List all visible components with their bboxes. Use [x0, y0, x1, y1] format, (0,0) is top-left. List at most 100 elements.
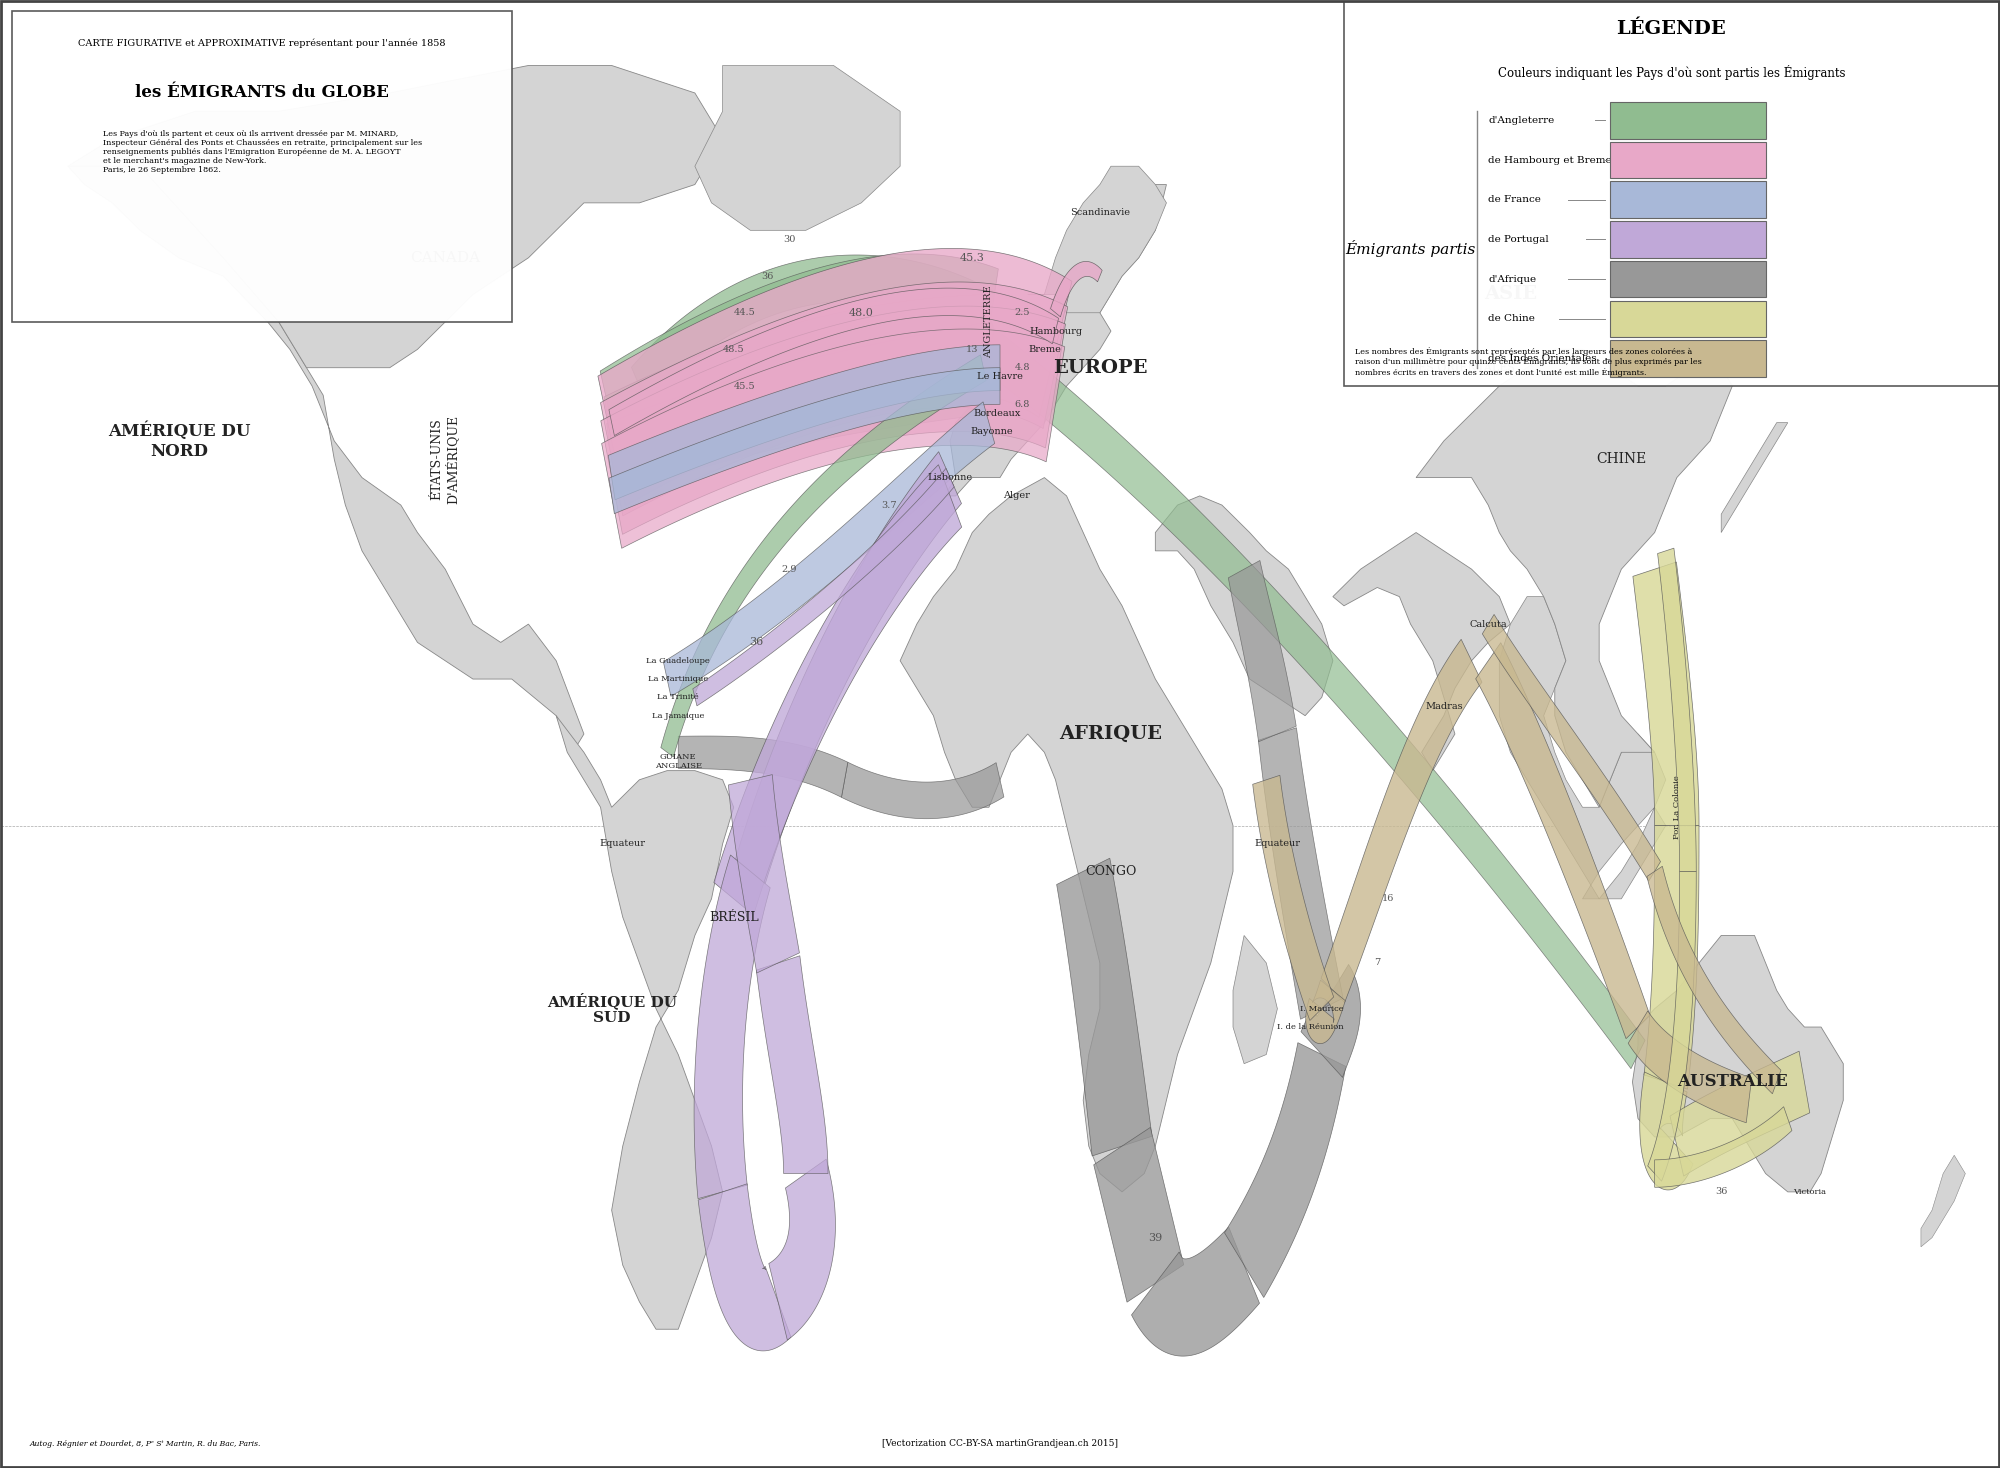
- Polygon shape: [1228, 561, 1296, 741]
- Polygon shape: [1500, 596, 1666, 898]
- Text: 36: 36: [760, 272, 774, 280]
- Polygon shape: [694, 854, 770, 1199]
- Polygon shape: [1920, 1155, 1966, 1246]
- Text: I. de la Réunion: I. de la Réunion: [1278, 1023, 1344, 1031]
- Text: Calcuta: Calcuta: [1470, 619, 1508, 628]
- Text: Lisbonne: Lisbonne: [928, 473, 972, 482]
- Polygon shape: [900, 477, 1234, 1192]
- Polygon shape: [1610, 103, 1766, 139]
- Text: BRÉSIL: BRÉSIL: [708, 910, 758, 923]
- Text: CHINE: CHINE: [1596, 452, 1646, 467]
- Polygon shape: [608, 367, 1000, 514]
- Polygon shape: [600, 282, 1068, 515]
- Polygon shape: [600, 307, 1066, 534]
- Polygon shape: [1056, 859, 1152, 1155]
- Text: des Indes Orientales: des Indes Orientales: [1488, 354, 1596, 363]
- Text: 45.3: 45.3: [960, 252, 984, 263]
- Text: Equateur: Equateur: [600, 840, 646, 849]
- Polygon shape: [12, 10, 512, 321]
- Polygon shape: [1252, 775, 1334, 1020]
- Text: Les nombres des Émigrants sont représentés par les largeurs des zones colorées à: Les nombres des Émigrants sont représent…: [1356, 346, 1702, 377]
- Polygon shape: [1416, 349, 1732, 807]
- Text: d'Afrique: d'Afrique: [1488, 275, 1536, 283]
- Polygon shape: [1722, 423, 1788, 533]
- Polygon shape: [68, 66, 722, 367]
- Text: CARTE FIGURATIVE et APPROXIMATIVE représentant pour l'année 1858: CARTE FIGURATIVE et APPROXIMATIVE représ…: [78, 38, 446, 47]
- Polygon shape: [1632, 562, 1700, 825]
- Text: Madras: Madras: [1426, 702, 1462, 711]
- Polygon shape: [1610, 261, 1766, 298]
- Polygon shape: [1132, 1227, 1260, 1356]
- Text: Bordeaux: Bordeaux: [974, 410, 1020, 418]
- Text: Autog. Régnier et Dourdet, 8, Pᵉ Sᵗ Martin, R. du Bac, Paris.: Autog. Régnier et Dourdet, 8, Pᵉ Sᵗ Mart…: [30, 1440, 260, 1449]
- Text: 30: 30: [782, 235, 796, 244]
- Text: de France: de France: [1488, 195, 1542, 204]
- Polygon shape: [1658, 548, 1696, 872]
- Polygon shape: [1094, 1127, 1184, 1302]
- Polygon shape: [660, 355, 986, 757]
- Polygon shape: [1234, 935, 1278, 1064]
- Polygon shape: [944, 321, 966, 349]
- Polygon shape: [608, 288, 1058, 436]
- Polygon shape: [1670, 1051, 1810, 1176]
- Text: 16: 16: [1382, 894, 1394, 903]
- Polygon shape: [1344, 1, 1998, 386]
- Text: EUROPE: EUROPE: [1052, 358, 1148, 377]
- Polygon shape: [1302, 964, 1360, 1078]
- Polygon shape: [728, 775, 800, 973]
- Polygon shape: [1644, 825, 1700, 1089]
- Text: AUSTRALIE: AUSTRALIE: [1676, 1073, 1788, 1091]
- Polygon shape: [604, 295, 988, 484]
- Polygon shape: [598, 248, 1072, 506]
- Polygon shape: [944, 185, 1166, 496]
- Polygon shape: [714, 465, 962, 915]
- Text: 48.5: 48.5: [722, 345, 744, 354]
- Text: Couleurs indiquant les Pays d'où sont partis les Émigrants: Couleurs indiquant les Pays d'où sont pa…: [1498, 66, 1846, 81]
- Text: de Hambourg et Breme: de Hambourg et Breme: [1488, 156, 1612, 164]
- Polygon shape: [68, 166, 584, 752]
- Polygon shape: [768, 1160, 836, 1340]
- Polygon shape: [606, 321, 992, 495]
- Polygon shape: [1646, 866, 1780, 1094]
- Polygon shape: [1610, 301, 1766, 338]
- Polygon shape: [1654, 1107, 1792, 1188]
- Polygon shape: [1640, 1072, 1692, 1191]
- Polygon shape: [1224, 1042, 1346, 1298]
- Text: La Guadeloupe: La Guadeloupe: [646, 656, 710, 665]
- Polygon shape: [1156, 496, 1332, 716]
- Text: AFRIQUE: AFRIQUE: [1060, 725, 1162, 743]
- Polygon shape: [692, 468, 954, 706]
- Text: Breme: Breme: [1028, 345, 1060, 354]
- Text: 36: 36: [748, 637, 764, 647]
- Polygon shape: [1610, 341, 1766, 377]
- Text: d'Angleterre: d'Angleterre: [1488, 116, 1554, 125]
- Polygon shape: [842, 762, 1004, 819]
- Text: Bayonne: Bayonne: [970, 427, 1012, 436]
- Text: 36: 36: [1716, 1188, 1728, 1196]
- Polygon shape: [756, 956, 828, 1173]
- Text: CANADA: CANADA: [410, 251, 480, 264]
- Text: La Jamaique: La Jamaique: [652, 712, 704, 719]
- Text: GUIANE
ANGLAISE: GUIANE ANGLAISE: [654, 753, 702, 771]
- Text: 45.5: 45.5: [734, 382, 756, 390]
- Polygon shape: [984, 329, 1646, 1069]
- Text: Hambourg: Hambourg: [1028, 326, 1082, 336]
- Polygon shape: [1610, 142, 1766, 179]
- Polygon shape: [1050, 261, 1102, 317]
- Text: INDES ORIENTALES: INDES ORIENTALES: [1394, 363, 1514, 373]
- Text: I. Maurice: I. Maurice: [1300, 1004, 1344, 1013]
- Polygon shape: [1482, 615, 1660, 881]
- Text: 7: 7: [1374, 959, 1380, 967]
- Text: Alger: Alger: [1004, 492, 1030, 501]
- Text: de Portugal: de Portugal: [1488, 235, 1548, 244]
- Polygon shape: [602, 329, 1064, 548]
- Text: ÉTATS-UNIS
D'AMÉRIQUE: ÉTATS-UNIS D'AMÉRIQUE: [430, 414, 460, 504]
- Text: les ÉMIGRANTS du GLOBE: les ÉMIGRANTS du GLOBE: [136, 84, 390, 101]
- Text: Le Havre: Le Havre: [978, 373, 1022, 382]
- Text: 6.8: 6.8: [1014, 399, 1030, 408]
- Polygon shape: [556, 716, 734, 1329]
- Polygon shape: [600, 254, 998, 474]
- Text: Equateur: Equateur: [1254, 840, 1300, 849]
- Text: 3.7: 3.7: [882, 501, 896, 509]
- Text: Scandinavie: Scandinavie: [1070, 207, 1130, 216]
